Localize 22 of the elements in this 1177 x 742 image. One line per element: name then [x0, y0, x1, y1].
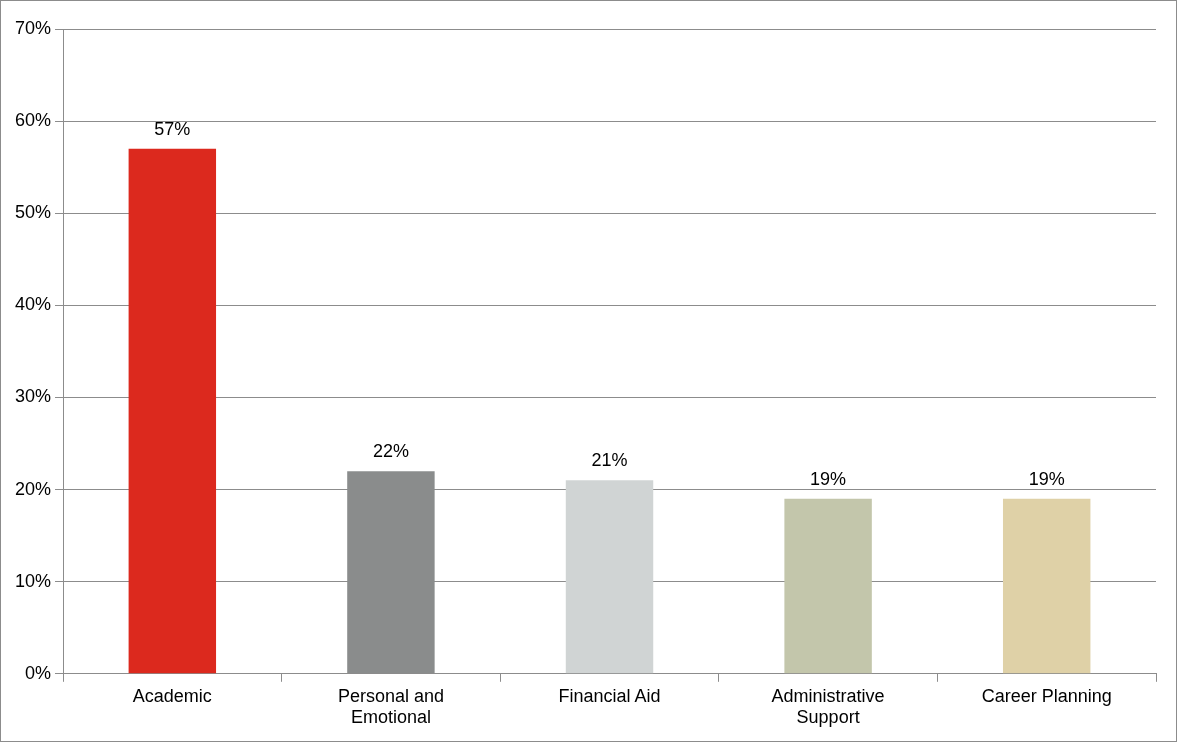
- y-tick-label: 10%: [15, 570, 52, 591]
- y-tick-label: 40%: [15, 294, 52, 315]
- data-label: 21%: [591, 450, 628, 471]
- y-tick-label: 70%: [15, 17, 52, 38]
- data-label: 19%: [1028, 468, 1065, 489]
- y-tick-label: 0%: [25, 662, 52, 683]
- x-tick-label: Financial Aid: [558, 685, 661, 706]
- data-label: 22%: [372, 441, 409, 462]
- y-tick-label: 60%: [15, 110, 52, 131]
- bar: [565, 480, 654, 674]
- y-tick-label: 20%: [15, 478, 52, 499]
- x-tick-label: Academic: [132, 685, 212, 706]
- data-label: 57%: [154, 118, 191, 139]
- bar: [128, 148, 217, 674]
- bar: [1002, 498, 1091, 674]
- x-tick-label: Administrative Support: [771, 685, 885, 728]
- y-tick-label: 30%: [15, 386, 52, 407]
- bar: [784, 498, 872, 674]
- x-tick-label: Career Planning: [981, 685, 1112, 706]
- x-tick-label: Personal and Emotional: [337, 685, 444, 728]
- y-tick-label: 50%: [15, 202, 52, 223]
- data-label: 19%: [810, 468, 847, 489]
